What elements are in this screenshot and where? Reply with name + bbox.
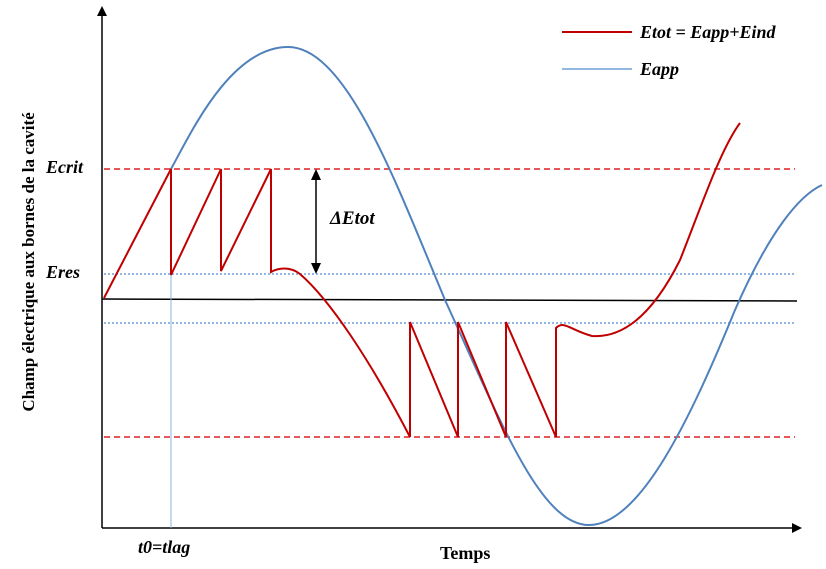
x-axis-label: Temps — [440, 543, 490, 563]
y-axis-arrow — [97, 6, 107, 16]
eapp-curve — [170, 45, 823, 527]
legend: Etot = Eapp+Eind Eapp — [562, 22, 777, 79]
y-axis-label: Champ électrique aux bornes de la cavité — [19, 112, 38, 412]
ecrit-label: Ecrit — [45, 157, 84, 177]
x-axis-arrow — [792, 523, 802, 533]
legend-etot-label: Etot = Eapp+Eind — [639, 22, 777, 42]
delta-etot-label: ΔEtot — [329, 208, 375, 229]
legend-eapp-label: Eapp — [639, 59, 679, 79]
delta-etot-arrow-bottom — [311, 263, 321, 274]
delta-etot-arrow-top — [311, 169, 321, 180]
etot-curve — [103, 122, 741, 438]
zero-line — [101, 298, 798, 302]
eres-label: Eres — [45, 262, 80, 282]
t0-label: t0=tlag — [138, 537, 190, 557]
